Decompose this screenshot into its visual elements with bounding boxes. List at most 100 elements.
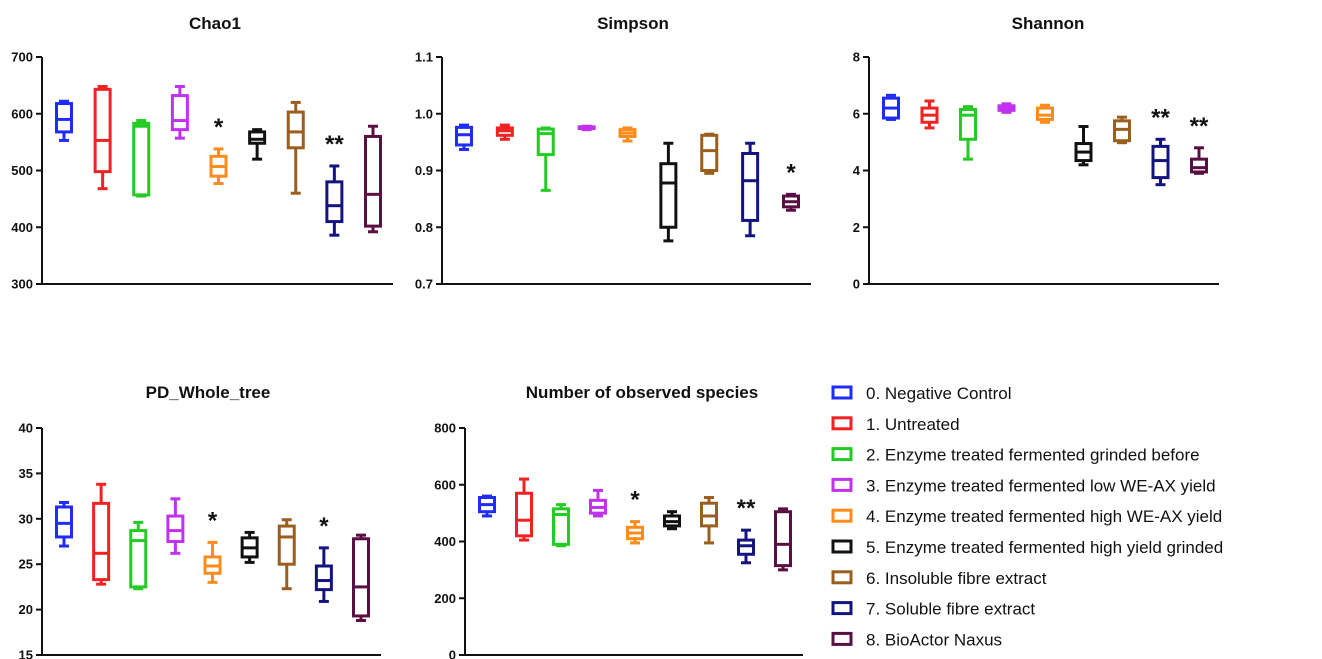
box-iqr <box>286 110 305 150</box>
legend-item: 0. Negative Control <box>831 384 1012 403</box>
box-plot <box>495 123 514 141</box>
y-tick-label: 0.7 <box>415 277 433 292</box>
significance-marker: ** <box>325 131 344 158</box>
legend-swatch <box>831 416 853 431</box>
chart-panel: Number of observed species 0 200 400 600 800 *… <box>434 383 803 659</box>
legend-item: 7. Soluble fibre extract <box>831 600 1035 619</box>
box-plot <box>203 540 222 584</box>
y-tick-label: 25 <box>19 557 33 572</box>
box-iqr <box>132 121 151 197</box>
y-tick-label: 0.8 <box>415 220 433 235</box>
legend-label: 8. BioActor Naxus <box>866 630 1002 649</box>
box-plot <box>920 99 939 130</box>
chart-title: Simpson <box>597 14 669 33</box>
legend-label: 4. Enzyme treated fermented high WE-AX y… <box>866 507 1222 526</box>
chart-title: Chao1 <box>189 14 241 33</box>
box-iqr <box>1190 157 1208 174</box>
box-iqr <box>552 507 570 546</box>
legend-item: 2. Enzyme treated fermented grinded befo… <box>831 446 1200 465</box>
box-plot <box>1190 146 1208 175</box>
box-iqr <box>700 133 719 173</box>
box-plot <box>536 126 555 192</box>
chart-panel: Shannon 0 2 4 6 8 ** ** <box>853 14 1219 292</box>
box-plot <box>618 126 637 143</box>
legend: 0. Negative Control 1. Untreated 2. Enzyme… <box>831 384 1223 649</box>
chart-title: PD_Whole_tree <box>146 383 271 402</box>
box-iqr <box>92 501 111 582</box>
legend-swatch <box>831 477 853 492</box>
y-tick-label: 35 <box>19 466 33 481</box>
legend-item: 8. BioActor Naxus <box>831 630 1002 649</box>
box-plot <box>277 518 296 591</box>
y-tick-label: 1.0 <box>415 106 433 121</box>
box-plot <box>774 507 792 572</box>
y-tick-label: 300 <box>11 277 33 292</box>
y-tick-label: 400 <box>434 534 456 549</box>
box-plot <box>700 132 719 175</box>
box-plot <box>166 497 185 555</box>
legend-swatch <box>831 601 853 616</box>
legend-label: 1. Untreated <box>866 415 960 434</box>
box-iqr <box>364 134 382 228</box>
significance-marker: ** <box>737 495 756 522</box>
legend-swatch <box>831 631 853 646</box>
box-iqr <box>325 180 344 224</box>
significance-marker: ** <box>1190 113 1209 140</box>
box-plot <box>240 530 259 564</box>
y-tick-label: 0 <box>449 648 456 659</box>
box-plot <box>248 128 267 161</box>
legend-item: 6. Insoluble fibre extract <box>831 569 1047 588</box>
significance-marker: * <box>319 513 329 540</box>
box-iqr <box>170 94 189 132</box>
box-iqr <box>314 564 333 592</box>
box-plot <box>132 119 151 198</box>
box-iqr <box>129 529 148 589</box>
significance-marker: * <box>214 114 224 141</box>
box-plot <box>55 500 73 548</box>
chart-panel: Simpson 0.7 0.8 0.9 1.0 1.1 * <box>415 14 811 292</box>
box-plot <box>741 141 760 238</box>
box-iqr <box>93 87 112 174</box>
box-plot <box>626 520 644 545</box>
box-plot <box>552 503 570 548</box>
y-tick-label: 600 <box>434 477 456 492</box>
box-plot <box>1113 115 1131 145</box>
box-plot <box>577 124 596 132</box>
box-iqr <box>659 162 678 229</box>
box-plot <box>170 85 189 140</box>
chart-title: Number of observed species <box>526 383 758 402</box>
legend-swatch <box>831 447 853 462</box>
box-plot <box>515 477 533 542</box>
y-tick-label: 700 <box>11 50 33 65</box>
legend-label: 6. Insoluble fibre extract <box>866 569 1047 588</box>
legend-label: 0. Negative Control <box>866 384 1012 403</box>
box-iqr <box>741 151 760 222</box>
legend-label: 3. Enzyme treated fermented low WE-AX yi… <box>866 476 1216 495</box>
y-tick-label: 15 <box>19 648 33 659</box>
significance-marker: * <box>208 507 218 534</box>
chart-title: Shannon <box>1012 14 1085 33</box>
box-plot <box>314 546 333 603</box>
box-plot <box>209 147 228 186</box>
box-iqr <box>248 130 267 145</box>
box-iqr <box>352 537 370 618</box>
box-plot <box>364 124 382 234</box>
significance-marker: * <box>786 159 796 186</box>
box-plot <box>93 85 112 191</box>
box-plot <box>737 528 755 565</box>
box-plot <box>286 100 305 195</box>
box-plot <box>1036 103 1054 124</box>
box-iqr <box>166 514 185 543</box>
y-tick-label: 800 <box>434 421 456 436</box>
box-plot <box>882 93 900 121</box>
box-plot <box>1151 137 1170 187</box>
legend-item: 1. Untreated <box>831 415 960 434</box>
legend-item: 3. Enzyme treated fermented low WE-AX yi… <box>831 476 1216 495</box>
box-plot <box>129 520 148 591</box>
box-plot <box>700 496 718 545</box>
y-tick-label: 600 <box>11 106 33 121</box>
box-plot <box>1074 125 1093 167</box>
y-tick-label: 4 <box>853 163 861 178</box>
